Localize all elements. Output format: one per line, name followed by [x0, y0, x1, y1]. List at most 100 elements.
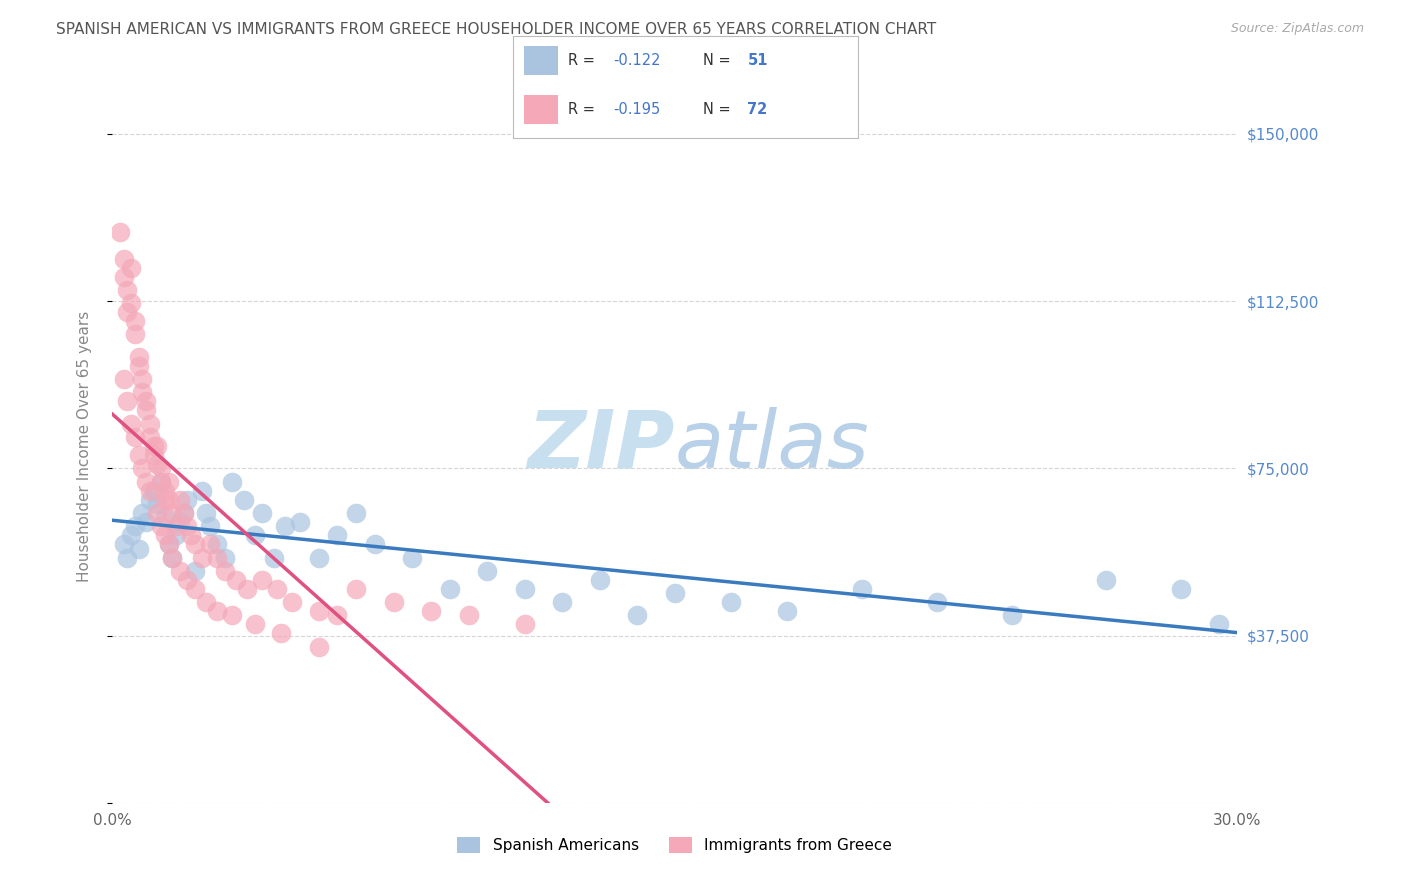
Point — [198, 519, 221, 533]
Point — [207, 537, 229, 551]
Point — [131, 506, 153, 520]
Point — [176, 492, 198, 507]
Point — [589, 573, 612, 587]
Point — [308, 550, 330, 565]
Point — [128, 359, 150, 373]
Point — [281, 595, 304, 609]
Point — [124, 430, 146, 444]
Point — [162, 550, 184, 565]
Point — [477, 564, 499, 578]
Point — [165, 528, 187, 542]
Point — [252, 506, 274, 520]
Point — [288, 515, 311, 529]
Point — [146, 506, 169, 520]
Point — [401, 550, 423, 565]
Point — [120, 417, 142, 431]
Point — [776, 604, 799, 618]
Legend: Spanish Americans, Immigrants from Greece: Spanish Americans, Immigrants from Greec… — [451, 831, 898, 859]
Point — [626, 608, 648, 623]
Point — [135, 515, 157, 529]
Point — [150, 475, 173, 489]
Point — [270, 626, 292, 640]
Point — [146, 497, 169, 511]
Point — [117, 394, 139, 409]
Text: Source: ZipAtlas.com: Source: ZipAtlas.com — [1230, 22, 1364, 36]
Point — [150, 519, 173, 533]
Point — [214, 564, 236, 578]
Point — [457, 608, 479, 623]
Point — [236, 582, 259, 596]
Point — [131, 385, 153, 400]
Point — [176, 519, 198, 533]
Point — [364, 537, 387, 551]
Point — [221, 608, 243, 623]
Point — [120, 260, 142, 275]
Point — [191, 483, 214, 498]
Point — [128, 448, 150, 462]
Text: 51: 51 — [748, 53, 768, 68]
Point — [439, 582, 461, 596]
Point — [207, 550, 229, 565]
Point — [112, 269, 135, 284]
Point — [157, 537, 180, 551]
Point — [112, 537, 135, 551]
Point — [184, 537, 207, 551]
Point — [150, 461, 173, 475]
Y-axis label: Householder Income Over 65 years: Householder Income Over 65 years — [77, 310, 91, 582]
Point — [131, 372, 153, 386]
Point — [274, 519, 297, 533]
Point — [131, 461, 153, 475]
Point — [169, 515, 191, 529]
Point — [191, 550, 214, 565]
Point — [112, 252, 135, 266]
Point — [207, 604, 229, 618]
Point — [117, 550, 139, 565]
Point — [117, 305, 139, 319]
Point — [139, 492, 162, 507]
Point — [124, 519, 146, 533]
Point — [139, 483, 162, 498]
Point — [1001, 608, 1024, 623]
Text: -0.195: -0.195 — [613, 102, 661, 117]
Bar — [523, 95, 558, 124]
Point — [128, 541, 150, 556]
Point — [157, 475, 180, 489]
Point — [263, 550, 285, 565]
Point — [120, 528, 142, 542]
Point — [1208, 617, 1230, 632]
Point — [184, 564, 207, 578]
Point — [124, 327, 146, 342]
Point — [243, 528, 266, 542]
Point — [173, 506, 195, 520]
Point — [266, 582, 288, 596]
Text: R =: R = — [568, 102, 600, 117]
Point — [221, 475, 243, 489]
Point — [232, 492, 254, 507]
Point — [112, 372, 135, 386]
Text: N =: N = — [703, 102, 735, 117]
Bar — [523, 45, 558, 75]
Text: R =: R = — [568, 53, 600, 68]
Point — [195, 506, 218, 520]
Point — [162, 506, 184, 520]
Point — [153, 492, 176, 507]
Text: -0.122: -0.122 — [613, 53, 661, 68]
Point — [173, 506, 195, 520]
Point — [225, 573, 247, 587]
Point — [308, 640, 330, 654]
Point — [135, 475, 157, 489]
Point — [344, 582, 367, 596]
Text: SPANISH AMERICAN VS IMMIGRANTS FROM GREECE HOUSEHOLDER INCOME OVER 65 YEARS CORR: SPANISH AMERICAN VS IMMIGRANTS FROM GREE… — [56, 22, 936, 37]
Point — [157, 492, 180, 507]
Point — [169, 492, 191, 507]
Point — [142, 483, 165, 498]
Point — [153, 510, 176, 524]
Text: atlas: atlas — [675, 407, 870, 485]
Point — [169, 564, 191, 578]
Point — [180, 528, 202, 542]
Point — [139, 430, 162, 444]
Point — [326, 608, 349, 623]
Text: 72: 72 — [748, 102, 768, 117]
Point — [139, 417, 162, 431]
Point — [153, 528, 176, 542]
